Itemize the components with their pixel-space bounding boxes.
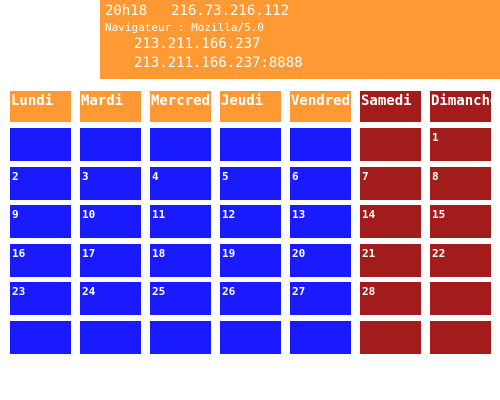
day-header-lundi: Lundi bbox=[10, 91, 71, 122]
day-header-mercredi: Mercredi bbox=[150, 91, 211, 122]
calendar-day-cell[interactable] bbox=[10, 128, 71, 161]
proxy-ip-text: 213.211.166.237 bbox=[134, 36, 261, 52]
calendar-day-cell[interactable]: 15 bbox=[430, 205, 491, 238]
calendar-day-cell[interactable]: 4 bbox=[150, 167, 211, 200]
calendar-day-cell[interactable]: 27 bbox=[290, 282, 351, 315]
calendar-day-cell[interactable]: 12 bbox=[220, 205, 281, 238]
calendar-day-cell[interactable]: 10 bbox=[80, 205, 141, 238]
calendar-day-cell[interactable]: 24 bbox=[80, 282, 141, 315]
calendar-day-cell[interactable] bbox=[430, 321, 491, 354]
calendar-day-cell[interactable]: 7 bbox=[360, 167, 421, 200]
calendar-day-cell[interactable]: 16 bbox=[10, 244, 71, 277]
calendar-day-cell[interactable]: 13 bbox=[290, 205, 351, 238]
calendar-day-cell[interactable]: 14 bbox=[360, 205, 421, 238]
browser-text: Navigateur : Mozilla/5.0 bbox=[105, 21, 264, 34]
calendar-day-cell[interactable]: 5 bbox=[220, 167, 281, 200]
time-text: 20h18 bbox=[105, 3, 148, 19]
calendar-day-cell[interactable] bbox=[360, 321, 421, 354]
calendar-day-cell[interactable]: 18 bbox=[150, 244, 211, 277]
calendar-day-cell[interactable]: 28 bbox=[360, 282, 421, 315]
calendar-day-cell[interactable]: 23 bbox=[10, 282, 71, 315]
day-header-jeudi: Jeudi bbox=[220, 91, 281, 122]
calendar-day-cell[interactable] bbox=[290, 321, 351, 354]
day-header-vendredi: Vendredi bbox=[290, 91, 351, 122]
visitor-info-box: 20h18 216.73.216.112 Navigateur : Mozill… bbox=[100, 0, 500, 79]
calendar-day-cell[interactable] bbox=[360, 128, 421, 161]
calendar-day-cell[interactable] bbox=[150, 321, 211, 354]
calendar-day-cell[interactable]: 8 bbox=[430, 167, 491, 200]
calendar-day-cell[interactable] bbox=[80, 128, 141, 161]
ip-address-text: 216.73.216.112 bbox=[171, 3, 290, 19]
calendar-day-cell[interactable]: 17 bbox=[80, 244, 141, 277]
calendar-day-cell[interactable]: 21 bbox=[360, 244, 421, 277]
calendar-day-cell[interactable]: 1 bbox=[430, 128, 491, 161]
proxy-address-text: 213.211.166.237:8888 bbox=[134, 55, 303, 71]
calendar-day-cell[interactable] bbox=[220, 128, 281, 161]
calendar-day-cell[interactable]: 9 bbox=[10, 205, 71, 238]
calendar-day-cell[interactable]: 19 bbox=[220, 244, 281, 277]
calendar-day-cell[interactable] bbox=[290, 128, 351, 161]
calendar-day-cell[interactable]: 22 bbox=[430, 244, 491, 277]
calendar-day-cell[interactable] bbox=[220, 321, 281, 354]
day-header-samedi: Samedi bbox=[360, 91, 421, 122]
day-header-mardi: Mardi bbox=[80, 91, 141, 122]
calendar-day-cell[interactable] bbox=[430, 282, 491, 315]
calendar-day-cell[interactable]: 25 bbox=[150, 282, 211, 315]
day-header-dimanche: Dimanche bbox=[430, 91, 491, 122]
calendar-day-cell[interactable]: 11 bbox=[150, 205, 211, 238]
calendar-day-cell[interactable]: 2 bbox=[10, 167, 71, 200]
calendar-day-cell[interactable] bbox=[80, 321, 141, 354]
calendar-day-cell[interactable]: 26 bbox=[220, 282, 281, 315]
calendar-day-cell[interactable] bbox=[10, 321, 71, 354]
calendar-day-cell[interactable]: 6 bbox=[290, 167, 351, 200]
calendar-day-cell[interactable]: 20 bbox=[290, 244, 351, 277]
calendar-day-cell[interactable] bbox=[150, 128, 211, 161]
calendar-day-cell[interactable]: 3 bbox=[80, 167, 141, 200]
